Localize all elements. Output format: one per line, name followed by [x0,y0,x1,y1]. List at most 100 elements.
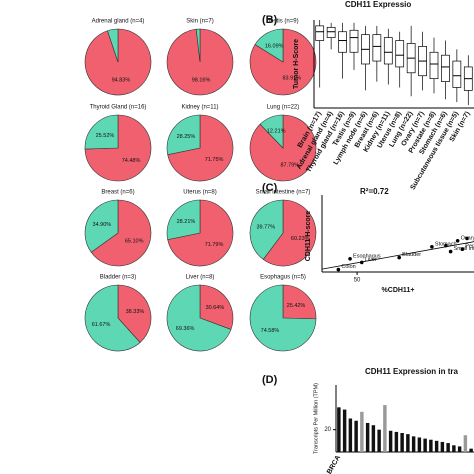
bar [417,437,422,452]
pie-slice [249,199,284,260]
box [452,60,462,88]
pie-title: Bladder (n=3) [100,275,137,281]
pie-title: Liver (n=8) [186,275,215,281]
pie-title: Uterus (n=8) [183,190,217,196]
bar [342,409,347,452]
bar [440,441,445,452]
point-label: Esophagus [353,253,381,259]
y-axis-label: Transcripts Per Million (TPM) [313,383,319,454]
point [455,239,460,243]
pie-title: Small intestine (n=7) [256,190,311,196]
pie-title: Breast (n=6) [101,190,134,196]
bar [354,420,358,452]
slice-label: 98.16% [192,78,211,84]
slice-label: 74.48% [122,158,141,164]
slice-label: 94.83% [112,77,131,83]
point-label: Peri [465,244,474,250]
panel-label: (B) [262,14,278,26]
box [395,40,405,68]
slice-label: 60.23% [291,236,310,242]
slice-label: 25.42% [287,303,306,309]
pie-title: Testis (n=9) [267,19,298,25]
bar [365,422,370,452]
slice-label: 28.21% [177,219,196,225]
slice-label: 65.10% [125,239,144,245]
box [441,54,450,82]
box [349,29,359,53]
bar [383,405,387,452]
pie-slice [84,114,119,150]
bar [337,407,341,452]
point [359,260,364,265]
point [430,245,434,249]
point-label: Colon [341,264,355,270]
box [315,25,325,41]
pie-title: Lung (n=22) [267,105,300,111]
box [326,26,336,38]
slice-label: 61.67% [92,322,111,328]
pie-slice [90,199,152,267]
point [348,257,352,261]
bar [377,429,381,452]
bar [411,436,416,452]
point-label: Bladder [402,252,421,258]
point [397,255,401,260]
slice-label: 38.33% [126,309,145,315]
bar [360,411,364,452]
bar [434,440,439,452]
box [338,31,347,53]
bar [406,434,410,452]
bar [469,448,473,452]
slice-label: 74.58% [261,328,280,334]
pie-slice [254,28,284,63]
pie-slice [249,284,317,352]
point [448,249,453,254]
point [465,236,469,241]
y-tick-label: 20 [324,427,331,433]
box [383,37,393,65]
point-label: Liver [365,257,377,263]
pie-slice [117,284,152,343]
x-tick-label: BRCA [326,454,342,474]
bar [400,433,404,452]
bar [348,418,353,452]
slice-label: 39.77% [256,225,275,231]
bar [423,438,427,452]
pie-title: Adrenal gland (n=4) [92,19,145,25]
y-axis-label: CDH11 H-score [305,211,312,262]
panel-label: (C) [262,182,278,194]
slice-label: 71.79% [205,242,224,248]
slice-label: 83.91% [282,75,301,81]
pie-slice [195,28,201,63]
bar [394,431,399,452]
slice-label: 30.64% [206,305,225,311]
pie-slice [199,284,234,330]
bar [429,439,433,452]
pie-title: Esophagus (n=5) [260,275,306,281]
pie-title: Thyroid Gland (n=16) [90,105,147,111]
pie-slice [84,199,119,253]
pie-slice [167,114,234,182]
point [444,243,448,248]
bar [388,430,393,452]
pie-title: Kidney (n=11) [181,105,218,111]
pie-slice [167,199,234,267]
pie-title: Skin (n=7) [186,19,214,25]
bar [452,445,456,452]
slice-label: 28.25% [177,134,196,140]
pie-slice [84,284,141,352]
chart-title: CDH11 Expressio [345,0,411,9]
slice-label: 16.09% [265,44,284,50]
bar [463,435,468,452]
y-axis-label: Tumor H-Score [293,39,300,89]
pie-slice [166,199,201,240]
x-tick-label: 50 [354,278,361,284]
slice-label: 34.90% [93,222,112,228]
regression-line [321,241,474,270]
pie-slice [107,28,119,63]
pie-slice [259,114,284,149]
x-axis-label: %CDH11+ [382,287,415,294]
bar [446,443,450,452]
box [429,51,439,80]
slice-label: 87.79% [280,162,299,168]
